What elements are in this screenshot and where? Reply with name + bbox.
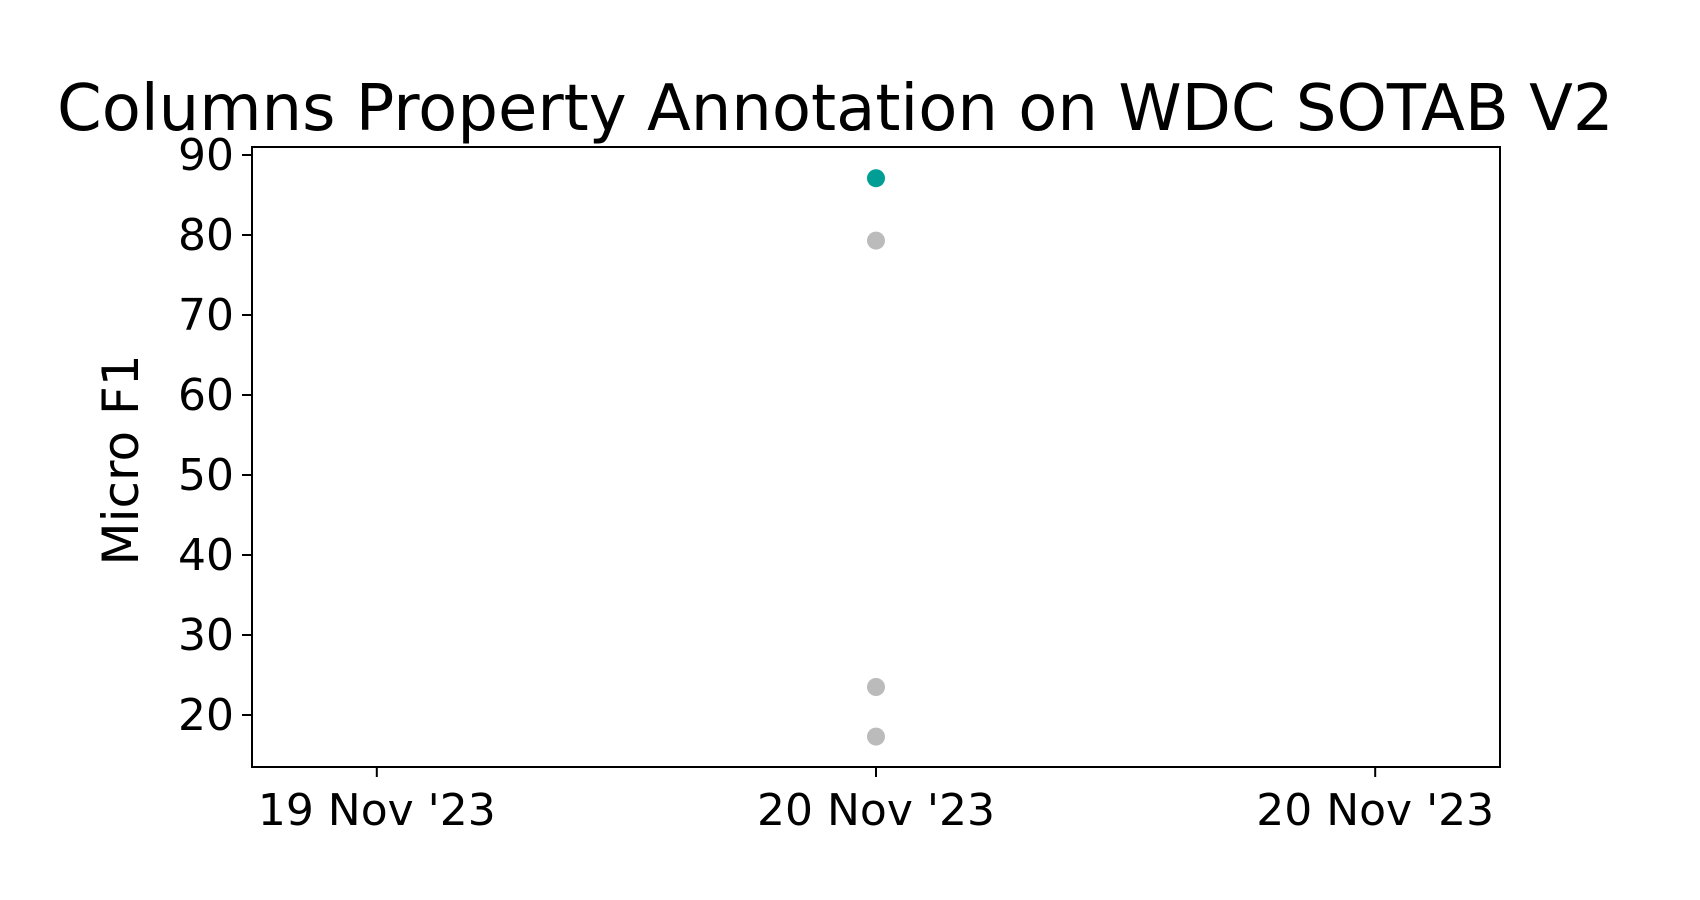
y-tick-label: 80	[178, 210, 234, 261]
chart-title: Columns Property Annotation on WDC SOTAB…	[57, 72, 1614, 146]
data-point	[867, 231, 885, 250]
y-tick-label: 30	[178, 610, 234, 661]
x-tick-label: 19 Nov '23	[258, 785, 496, 836]
y-tick-label: 50	[178, 450, 234, 501]
x-axis: 19 Nov '23 20 Nov '23 20 Nov '23	[258, 767, 1494, 836]
y-tick-label: 20	[178, 690, 234, 741]
data-point	[867, 169, 885, 188]
y-tick-label: 90	[178, 130, 234, 181]
data-point	[867, 727, 885, 746]
y-axis-label: Micro F1	[92, 354, 150, 565]
data-point	[867, 678, 885, 696]
y-tick-label: 70	[178, 290, 234, 341]
y-tick-label: 40	[178, 530, 234, 581]
x-tick-label: 20 Nov '23	[757, 785, 995, 836]
data-points	[867, 169, 885, 746]
x-tick-label: 20 Nov '23	[1256, 785, 1494, 836]
y-axis: 20 30 40 50 60 70 80 90	[178, 130, 252, 741]
y-tick-label: 60	[178, 370, 234, 421]
